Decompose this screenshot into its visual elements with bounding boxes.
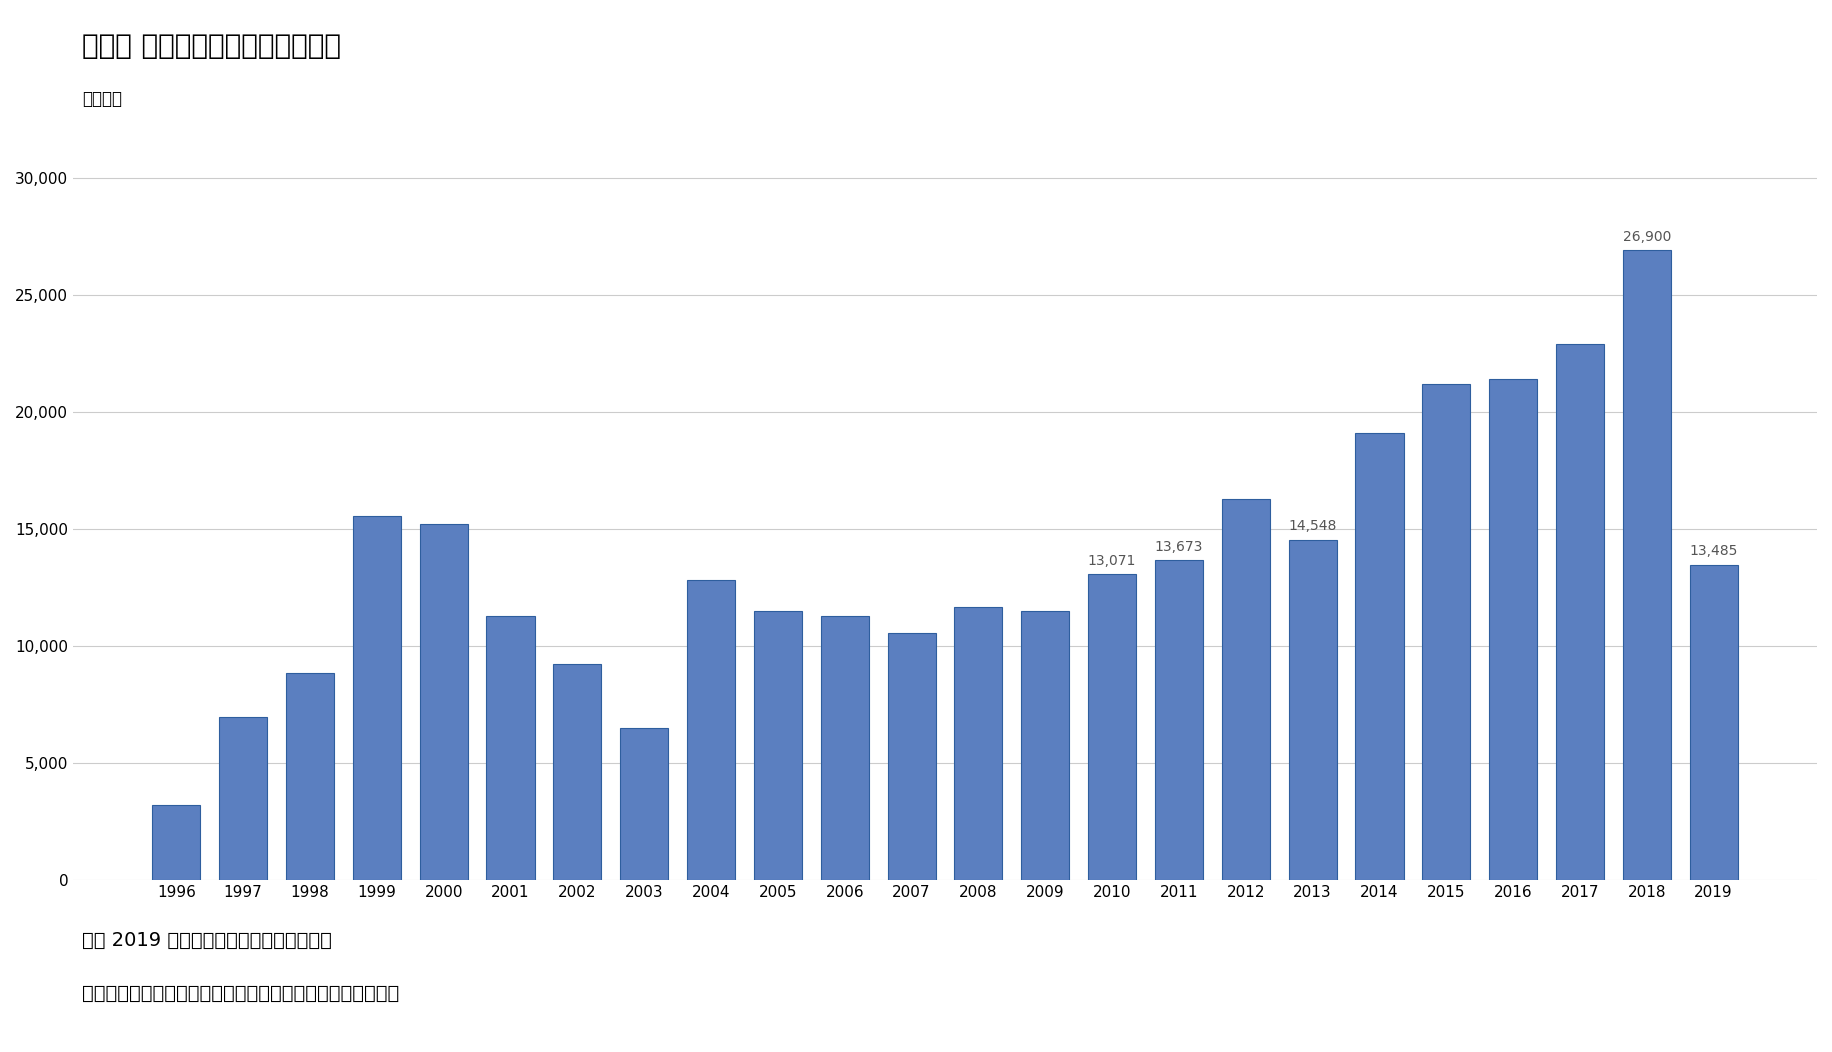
Bar <box>821 616 868 881</box>
Bar <box>753 611 802 881</box>
Bar <box>420 524 467 881</box>
Text: 出所）産業通商資源部「外国人直接投資統計」より筆者作成: 出所）産業通商資源部「外国人直接投資統計」より筆者作成 <box>82 984 399 1003</box>
Text: 14,548: 14,548 <box>1288 519 1337 533</box>
Bar <box>1020 611 1070 881</box>
Text: 13,071: 13,071 <box>1088 553 1136 568</box>
Bar <box>286 673 333 881</box>
Bar <box>887 632 936 881</box>
Bar <box>954 607 1002 881</box>
Bar <box>687 580 735 881</box>
Bar <box>354 517 401 881</box>
Bar <box>1288 540 1337 881</box>
Bar <box>1088 574 1136 881</box>
Bar <box>220 717 267 881</box>
Bar <box>1555 344 1605 881</box>
Text: 百万ドル: 百万ドル <box>82 90 121 108</box>
Bar <box>1489 380 1537 881</box>
Bar <box>1623 250 1671 881</box>
Bar <box>1222 499 1270 881</box>
Text: 注） 2019 年は、第３四半期までの合計額: 注） 2019 年は、第３四半期までの合計額 <box>82 931 332 950</box>
Bar <box>621 728 669 881</box>
Text: 13,673: 13,673 <box>1154 540 1204 553</box>
Bar <box>1422 384 1471 881</box>
Bar <box>152 806 200 881</box>
Text: 26,900: 26,900 <box>1623 229 1671 244</box>
Bar <box>1689 565 1739 881</box>
Text: 13,485: 13,485 <box>1689 544 1739 558</box>
Bar <box>1154 560 1204 881</box>
Bar <box>487 616 535 881</box>
Bar <box>553 664 601 881</box>
Bar <box>1356 433 1403 881</box>
Text: 図表４ 対韓外国人直接投資の推移: 図表４ 対韓外国人直接投資の推移 <box>82 32 341 60</box>
